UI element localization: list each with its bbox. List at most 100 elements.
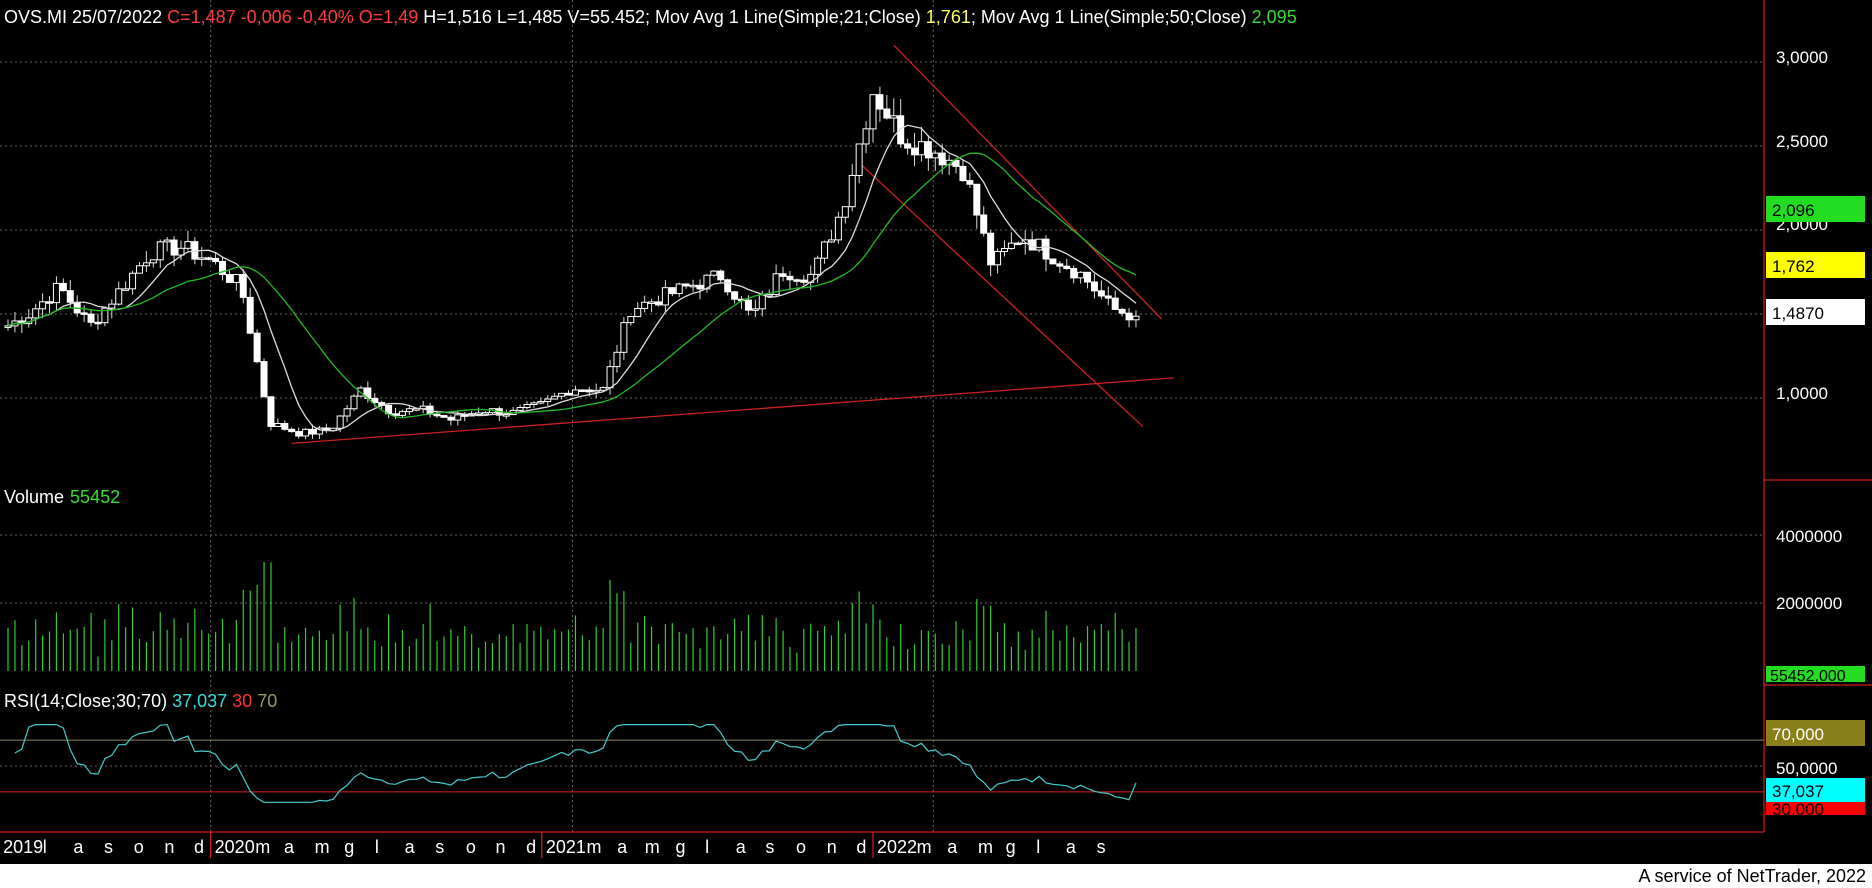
candle-body <box>32 308 40 319</box>
candle-body <box>710 270 718 276</box>
candle-body <box>371 397 379 404</box>
candle-body <box>1125 312 1133 321</box>
candle-body <box>558 392 566 397</box>
candle-body <box>398 411 406 416</box>
candle-body <box>350 395 358 410</box>
candle-body <box>634 307 642 318</box>
price-badge-label: 1,4870 <box>1772 304 1824 323</box>
candle-body <box>938 152 946 166</box>
candle-body <box>897 115 905 145</box>
candle-body <box>599 387 607 391</box>
price-tick: 3,0000 <box>1776 48 1828 67</box>
time-label: l <box>43 837 47 857</box>
price-badge-label: 1,762 <box>1772 257 1815 276</box>
grid <box>0 0 1764 832</box>
candle-body <box>246 296 254 334</box>
time-label: g <box>344 837 354 857</box>
price-tick: 2,5000 <box>1776 132 1828 151</box>
time-label: m <box>645 837 660 857</box>
price-axis: 3,0000 2,5000 2,0000 1,0000 <box>1763 0 1872 832</box>
candle-body <box>274 423 282 427</box>
candle-body <box>551 395 559 400</box>
rsi-series <box>14 724 1137 803</box>
candle-body <box>295 431 303 437</box>
rsi-line <box>0 724 1764 803</box>
trendline <box>858 162 1144 428</box>
candle-body <box>779 273 787 277</box>
candle-body <box>52 282 60 304</box>
candle-body <box>1014 242 1022 246</box>
candle-body <box>537 401 545 404</box>
candle-body <box>952 159 960 167</box>
time-label: m <box>586 837 601 857</box>
candle-body <box>66 290 74 303</box>
price-badge-sma50: 2,096 <box>1766 196 1865 222</box>
candle-body <box>675 283 683 295</box>
candle-body <box>682 283 690 287</box>
time-label: m <box>315 837 330 857</box>
candle-body <box>911 147 919 156</box>
volume-axis: 4000000 2000000 55452,000 <box>1766 527 1865 685</box>
candle-body <box>696 284 704 290</box>
time-axis: 2019 l a s o n d 2020 m a m g l a s o n d 2021 m a m g l a s o n d 20… <box>0 831 1764 858</box>
candle-body <box>869 94 877 130</box>
rsi-label-part: 37,037 <box>172 691 227 711</box>
candle-body <box>841 206 849 218</box>
candle-body <box>814 257 822 275</box>
candle-body <box>46 301 54 304</box>
candle-body <box>267 396 275 427</box>
candle-body <box>654 301 662 306</box>
candle-body <box>1118 308 1126 314</box>
candle-body <box>772 273 780 296</box>
candle-body <box>751 308 759 311</box>
candle-body <box>876 94 884 110</box>
candle-body <box>959 165 967 182</box>
time-label: m <box>917 837 932 857</box>
time-label: a <box>617 837 628 857</box>
rsi-badge-label: 30,000 <box>1772 800 1824 819</box>
candle-body <box>87 313 95 323</box>
candle-body <box>253 332 261 363</box>
candle-body <box>129 272 137 290</box>
candle-body <box>855 143 863 176</box>
time-label: s <box>765 837 774 857</box>
time-label: l <box>375 837 379 857</box>
candle-body <box>1063 265 1071 269</box>
candle-body <box>1090 281 1098 292</box>
time-label: m <box>255 837 270 857</box>
header-part: C=1,487 -0,006 -0,40% O=1,49 <box>167 7 418 27</box>
candle-body <box>142 262 150 267</box>
candle-body <box>1035 238 1043 251</box>
rsi-badge-label: 37,037 <box>1772 782 1824 801</box>
candle-body <box>565 392 573 396</box>
volume-tick: 4000000 <box>1776 527 1842 546</box>
candle-body <box>973 183 981 216</box>
rsi-badge-30: 30,000 <box>1766 799 1865 819</box>
candle-body <box>620 322 628 353</box>
candle-body <box>461 414 469 417</box>
header-part: ; Mov Avg 1 Line(Simple;50;Close) <box>971 7 1252 27</box>
candle-body <box>606 366 614 389</box>
time-label: d <box>194 837 204 857</box>
price-badge-sma21: 1,762 <box>1766 252 1865 278</box>
time-label: d <box>526 837 536 857</box>
rsi-label-part: 70 <box>252 691 277 711</box>
time-label: a <box>1066 837 1077 857</box>
time-label: g <box>675 837 685 857</box>
time-label: s <box>435 837 444 857</box>
time-label: a <box>405 837 416 857</box>
candle-body <box>931 152 939 159</box>
candle-body <box>724 279 732 293</box>
candle-body <box>994 251 1002 266</box>
sma50-line <box>7 152 1137 419</box>
candle-body <box>219 260 227 276</box>
candle-body <box>481 412 489 415</box>
candle-body <box>980 214 988 234</box>
trendlines <box>291 44 1174 445</box>
candle-body <box>987 232 995 266</box>
chart-header: OVS.MI 25/07/2022 C=1,487 -0,006 -0,40% … <box>4 7 1297 27</box>
header-part: 2,095 <box>1252 7 1297 27</box>
rsi-badge-70: 70,000 <box>1766 720 1865 746</box>
candle-body <box>571 389 579 396</box>
